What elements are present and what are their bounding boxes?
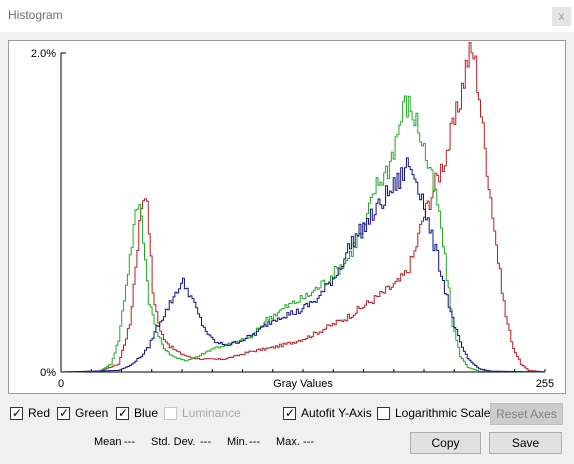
blue-checkbox-box[interactable]: ✓ <box>116 405 129 420</box>
check-icon: ✓ <box>285 405 296 420</box>
histogram-chart-frame: 2.0% 0% 0 255 Gray Values <box>8 40 566 394</box>
luminance-checkbox-label: Luminance <box>182 406 241 420</box>
save-button[interactable]: Save <box>489 432 562 454</box>
x-tick-label-min: 0 <box>58 378 64 390</box>
max-label: Max. <box>276 436 300 448</box>
blue-checkbox[interactable]: ✓ Blue <box>116 405 158 421</box>
logarithmic-scale-label: Logarithmic Scale <box>395 406 491 420</box>
check-icon: ✓ <box>12 405 23 420</box>
max-value: --- <box>303 436 314 448</box>
histogram-chart: 2.0% 0%0 255 Gray Values <box>31 42 554 390</box>
autofit-y-axis-checkbox[interactable]: ✓ Autofit Y-Axis <box>283 405 372 421</box>
mean-value: --- <box>124 436 135 448</box>
std-dev-value: --- <box>200 436 211 448</box>
check-icon: ✓ <box>59 405 70 420</box>
autofit-y-axis-checkbox-box[interactable]: ✓ <box>283 405 296 420</box>
close-icon: x <box>558 9 565 23</box>
green-checkbox[interactable]: ✓ Green <box>57 405 108 421</box>
x-tick-label-max: 255 <box>536 378 554 390</box>
logarithmic-scale-checkbox-box[interactable] <box>377 406 390 420</box>
autofit-y-axis-label: Autofit Y-Axis <box>301 406 372 420</box>
red-checkbox-box[interactable]: ✓ <box>10 405 23 420</box>
blue-checkbox-label: Blue <box>134 406 159 420</box>
green-checkbox-box[interactable]: ✓ <box>57 405 70 420</box>
luminance-checkbox-box <box>164 406 177 420</box>
close-button[interactable]: x <box>552 7 571 26</box>
y-tick-label-zero: 0% <box>40 367 56 379</box>
min-value: --- <box>249 436 260 448</box>
luminance-checkbox: Luminance <box>164 405 241 421</box>
series-red-line <box>61 42 546 373</box>
y-tick-label-max: 2.0% <box>31 48 56 60</box>
window-title: Histogram <box>8 8 63 22</box>
series-green-line <box>61 95 545 373</box>
std-dev-label: Std. Dev. <box>151 436 196 448</box>
check-icon: ✓ <box>118 405 129 420</box>
red-checkbox[interactable]: ✓ Red <box>10 405 50 421</box>
min-label: Min. <box>227 436 248 448</box>
mean-label: Mean <box>94 436 122 448</box>
reset-axes-button: Reset Axes <box>490 403 563 425</box>
title-bar: Histogram x <box>0 0 574 32</box>
series-blue-line <box>61 157 545 373</box>
x-axis-title: Gray Values <box>273 378 333 390</box>
red-checkbox-label: Red <box>28 406 51 420</box>
logarithmic-scale-checkbox[interactable]: Logarithmic Scale <box>377 405 490 421</box>
green-checkbox-label: Green <box>75 406 109 420</box>
copy-button[interactable]: Copy <box>410 432 481 454</box>
